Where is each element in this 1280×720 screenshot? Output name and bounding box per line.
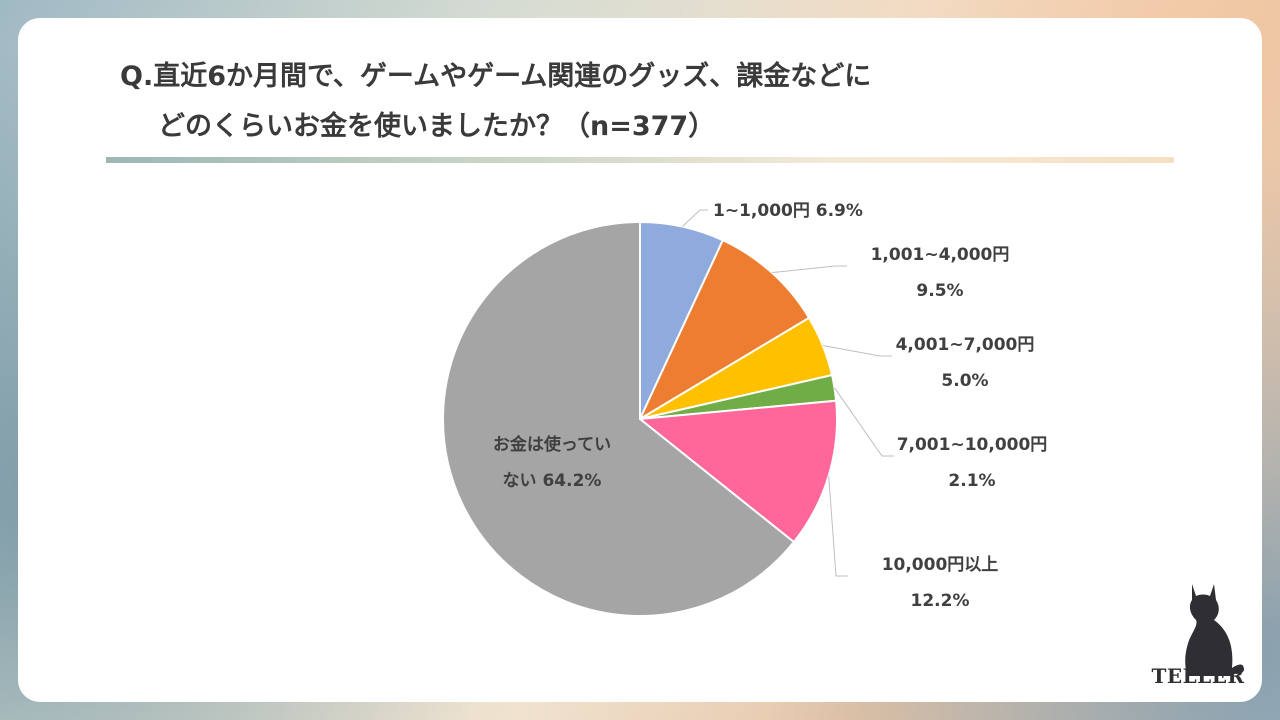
leader-line <box>682 209 708 227</box>
question-title-line2: どのくらいお金を使いましたか？（n=377） <box>158 111 716 142</box>
title-divider <box>106 157 1174 163</box>
pie-slice <box>442 220 796 617</box>
leader-line <box>834 387 894 457</box>
data-label: 7,001~10,000円 2.1% <box>897 435 1048 491</box>
leader-line <box>771 265 847 274</box>
question-title-line1: Q.直近6か月間で、ゲームやゲーム関連のグッズ、課金などに <box>120 61 872 92</box>
cat-icon <box>1185 584 1244 676</box>
data-label: 4,001~7,000円 5.0% <box>896 335 1035 391</box>
pie-slice <box>637 238 811 422</box>
leader-line <box>828 475 848 577</box>
brand-name: TELLER <box>1151 664 1245 688</box>
data-label: お金は使っていない 64.2% <box>493 434 611 491</box>
question-title: Q.直近6か月間で、ゲームやゲーム関連のグッズ、課金などに どのくらいお金を使い… <box>120 52 871 152</box>
data-label: 1,001~4,000円 9.5% <box>871 245 1010 301</box>
leader-line <box>822 345 892 357</box>
pie-slice <box>637 399 838 544</box>
data-label: 10,000円以上 12.2% <box>882 555 999 611</box>
data-label: 1~1,000円 6.9% <box>713 201 863 221</box>
